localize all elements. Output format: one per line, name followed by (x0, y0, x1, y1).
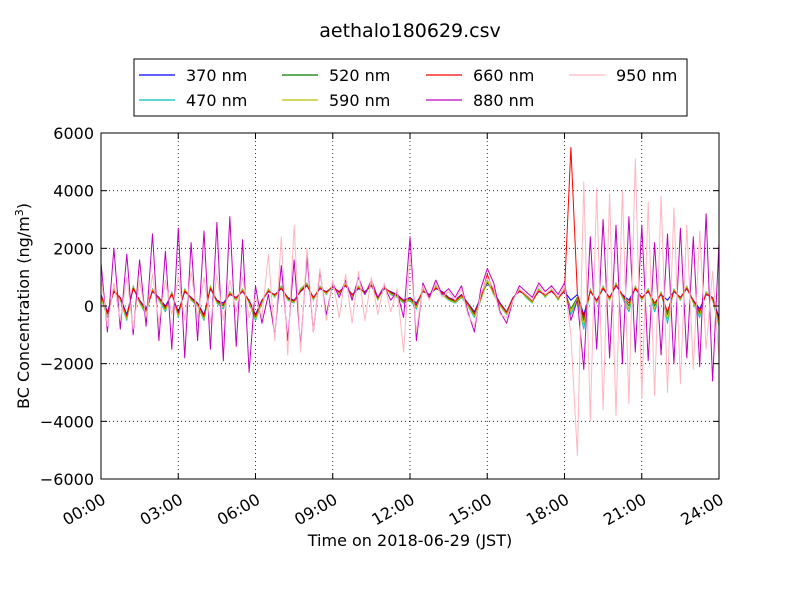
y-tick-label: 0 (84, 297, 94, 316)
series-line-950-nm (101, 158, 719, 457)
grid-lines (101, 133, 719, 479)
y-tick-label: 4000 (53, 182, 94, 201)
x-tick-label: 06:00 (214, 490, 263, 530)
legend-entry-label: 950 nm (616, 66, 677, 85)
series-lines (101, 146, 719, 457)
y-tick-label: −2000 (40, 355, 94, 374)
x-tick-label: 09:00 (291, 490, 340, 530)
y-axis: 6000 4000 2000 0 −2000 −4000 −6000 (40, 124, 719, 489)
x-tick-label: 15:00 (446, 490, 495, 530)
y-axis-label-superscript: 3 (13, 209, 26, 216)
legend-box (133, 58, 688, 117)
x-tick-label: 12:00 (368, 490, 417, 530)
legend-entry-label: 660 nm (473, 66, 534, 85)
legend-entry-label: 470 nm (186, 91, 247, 110)
legend: 370 nm 470 nm 520 nm 590 nm 660 nm 880 nm 950 … (133, 58, 688, 117)
y-tick-label: 6000 (53, 124, 94, 143)
legend-entry-label: 880 nm (473, 91, 534, 110)
y-tick-label: 2000 (53, 239, 94, 258)
legend-entry-label: 520 nm (329, 66, 390, 85)
legend-entry-label: 590 nm (329, 91, 390, 110)
x-tick-label: 21:00 (600, 490, 649, 530)
y-tick-label: −6000 (40, 470, 94, 489)
x-tick-label: 03:00 (137, 490, 186, 530)
legend-entry-label: 370 nm (186, 66, 247, 85)
series-line-590-nm (101, 280, 719, 326)
x-tick-label: 00:00 (59, 490, 108, 530)
x-axis-label: Time on 2018-06-29 (JST) (307, 531, 512, 550)
series-line-880-nm (101, 213, 719, 382)
y-axis-label-main: BC Concentration (ng/m (14, 216, 33, 409)
y-axis-label-close: ) (14, 203, 33, 209)
series-line-660-nm (101, 146, 719, 321)
x-tick-label: 24:00 (677, 490, 726, 530)
y-tick-label: −4000 (40, 412, 94, 431)
x-tick-label: 18:00 (523, 490, 572, 530)
y-axis-label: BC Concentration (ng/m3) (13, 203, 33, 409)
chart-title: aethalo180629.csv (319, 20, 501, 42)
